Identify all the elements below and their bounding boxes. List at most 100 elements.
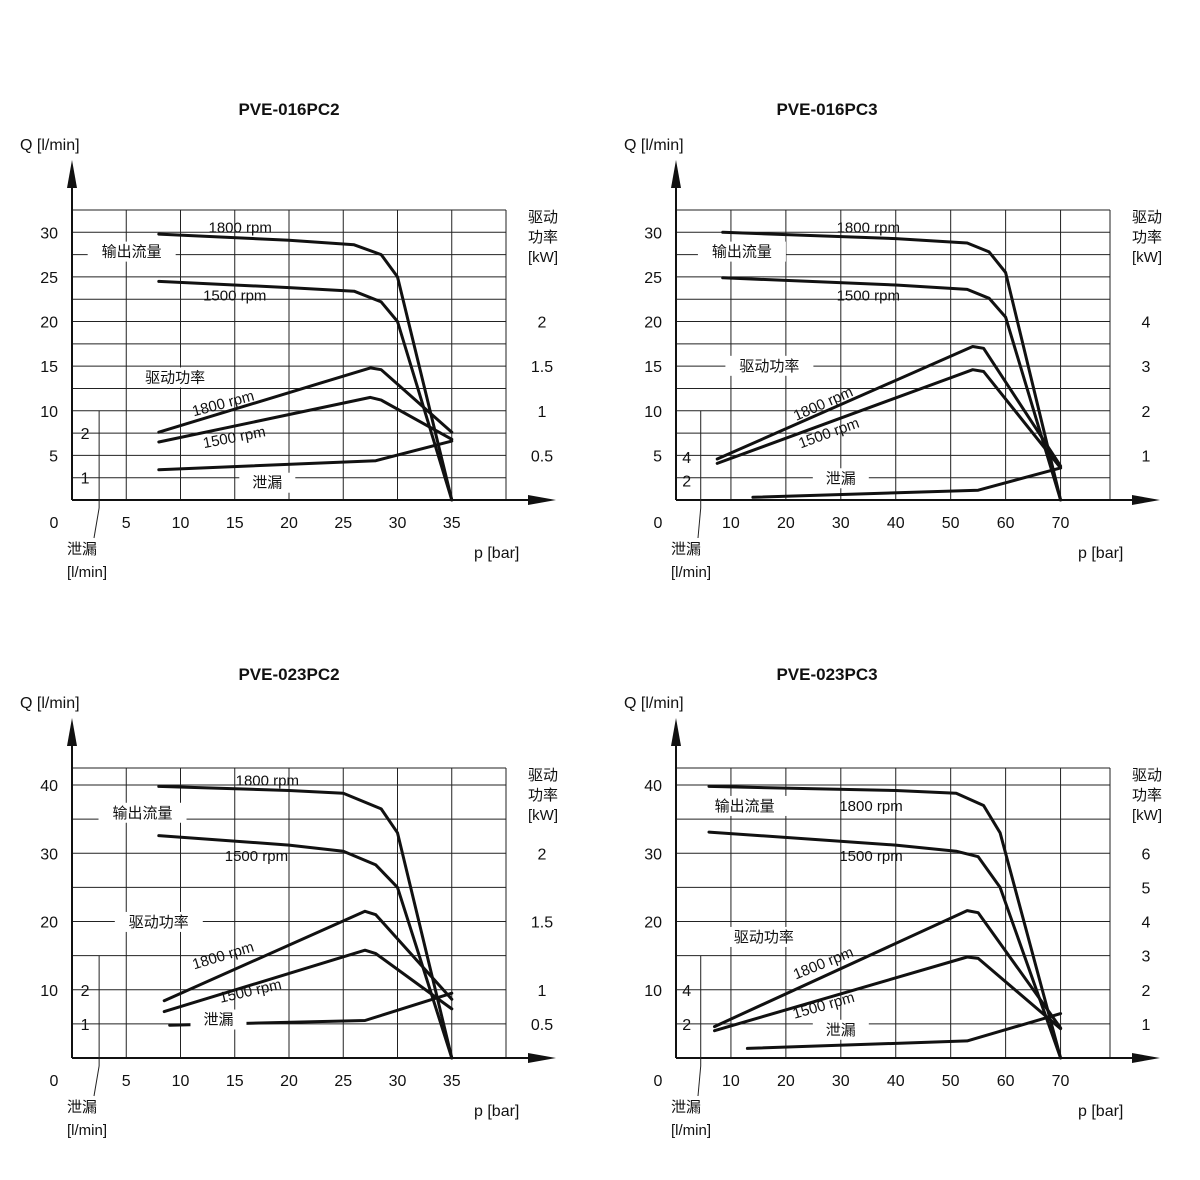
power-axis-title: 功率 [528, 787, 558, 804]
curve-flow-1800-rpm [707, 784, 1063, 1060]
power-tick-label: 3 [1142, 359, 1151, 376]
leak-axis-title: 泄漏 [671, 541, 701, 558]
y-tick-label: 20 [40, 315, 58, 332]
curve-label: 泄漏 [826, 1022, 856, 1039]
y-tick-label: 20 [644, 915, 662, 932]
chart-title: PVE-016PC3 [776, 100, 877, 119]
x-tick-label: 10 [722, 1073, 740, 1090]
leak-tick-label: 4 [682, 450, 691, 467]
power-tick-label: 2 [1142, 404, 1151, 421]
leak-axis-title: [l/min] [67, 1122, 107, 1139]
x-tick-label: 0 [654, 1073, 663, 1090]
label-background [239, 472, 296, 493]
curve-power-1500-rpm [713, 955, 1063, 1033]
y-tick-label: 15 [40, 359, 58, 376]
chart-title: PVE-016PC2 [238, 100, 339, 119]
power-axis-title: 驱动 [528, 209, 558, 226]
curve-label: 驱动功率 [734, 929, 794, 946]
x-tick-label: 0 [50, 515, 59, 532]
y-axis-title: Q [l/min] [20, 695, 80, 712]
power-tick-label: 1.5 [531, 915, 553, 932]
x-axis-arrow [1132, 1053, 1160, 1063]
x-tick-label: 50 [942, 1073, 960, 1090]
curve-flow-1500-rpm [707, 830, 1063, 1060]
chart-title: PVE-023PC3 [776, 665, 877, 684]
label-background [812, 468, 869, 489]
leak-axis-title: [l/min] [671, 1122, 711, 1139]
power-tick-label: 4 [1142, 915, 1151, 932]
x-tick-label: 60 [997, 515, 1015, 532]
grid-group [72, 767, 507, 1058]
power-tick-label: 6 [1142, 846, 1151, 863]
curve-label: 1500 rpm [225, 848, 288, 865]
curve-label: 输出流量 [102, 244, 162, 261]
grid-group [676, 767, 1111, 1058]
power-tick-label: 2 [1142, 983, 1151, 1000]
curve-power-1500-rpm [715, 368, 1063, 470]
x-axis-title: p [bar] [1078, 545, 1123, 562]
curve-label: 输出流量 [113, 805, 173, 822]
leak-tick-label: 2 [81, 983, 90, 1000]
label-background [190, 1009, 247, 1030]
y-axis-title: Q [l/min] [20, 137, 80, 154]
x-tick-label: 10 [172, 1073, 190, 1090]
power-axis-title: [kW] [1132, 807, 1162, 824]
curve-label: 驱动功率 [129, 914, 189, 931]
curve-label: 1500 rpm [791, 989, 857, 1023]
x-axis-arrow [1132, 495, 1160, 505]
chart-panel-2: PVE-016PC3 Q [l/min] p [bar] 0 10 20 30 40 50 60 7… [624, 100, 1162, 581]
chart-panel-4: PVE-023PC3 Q [l/min] p [bar] 0 10 20 30 40 50 60 7… [624, 665, 1162, 1139]
y-tick-label: 10 [40, 404, 58, 421]
x-tick-label: 70 [1052, 1073, 1070, 1090]
grid-group [72, 209, 507, 500]
label-background [87, 241, 176, 262]
curve-leak-泄漏 [751, 466, 1063, 499]
power-axis-title: 驱动 [1132, 767, 1162, 784]
y-axis-arrow [671, 160, 681, 188]
x-tick-label: 20 [280, 1073, 298, 1090]
y-tick-label: 10 [644, 983, 662, 1000]
curve-label: 1800 rpm [190, 387, 256, 420]
x-tick-label: 30 [832, 515, 850, 532]
y-axis-title: Q [l/min] [624, 137, 684, 154]
curve-leak-泄漏 [157, 439, 454, 472]
label-background [812, 1019, 869, 1040]
curve-flow-1500-rpm [721, 276, 1063, 502]
x-tick-label: 20 [777, 515, 795, 532]
y-tick-label: 20 [644, 315, 662, 332]
y-tick-label: 30 [644, 225, 662, 242]
x-tick-label: 15 [226, 515, 244, 532]
curve-power-1800-rpm [162, 909, 454, 1003]
curve-label: 1500 rpm [837, 287, 900, 304]
leak-pointer-line [93, 1065, 100, 1097]
power-tick-label: 1.5 [531, 359, 553, 376]
curve-label: 驱动功率 [145, 369, 205, 386]
y-tick-label: 15 [644, 359, 662, 376]
curve-label: 泄漏 [826, 470, 856, 487]
y-axis-arrow [67, 160, 77, 188]
y-tick-label: 5 [653, 448, 662, 465]
curve-label: 1500 rpm [839, 848, 902, 865]
x-tick-label: 0 [50, 1073, 59, 1090]
leak-tick-label: 2 [682, 1017, 691, 1034]
power-tick-label: 0.5 [531, 1017, 553, 1034]
chart-title: PVE-023PC2 [238, 665, 339, 684]
curve-flow-1500-rpm [157, 279, 454, 502]
curve-label: 1800 rpm [208, 220, 271, 237]
x-tick-label: 5 [122, 1073, 131, 1090]
y-tick-label: 30 [40, 846, 58, 863]
curve-power-1500-rpm [162, 948, 454, 1014]
leak-pointer-line [93, 507, 100, 539]
y-tick-label: 5 [49, 448, 58, 465]
leak-pointer-line [697, 1065, 702, 1097]
label-background [719, 926, 808, 947]
y-tick-label: 40 [644, 778, 662, 795]
leak-tick-label: 1 [81, 471, 90, 488]
curve-power-1800-rpm [713, 909, 1063, 1030]
x-tick-label: 15 [226, 1073, 244, 1090]
x-tick-label: 30 [389, 1073, 407, 1090]
x-tick-label: 10 [172, 515, 190, 532]
x-axis-title: p [bar] [474, 1103, 519, 1120]
